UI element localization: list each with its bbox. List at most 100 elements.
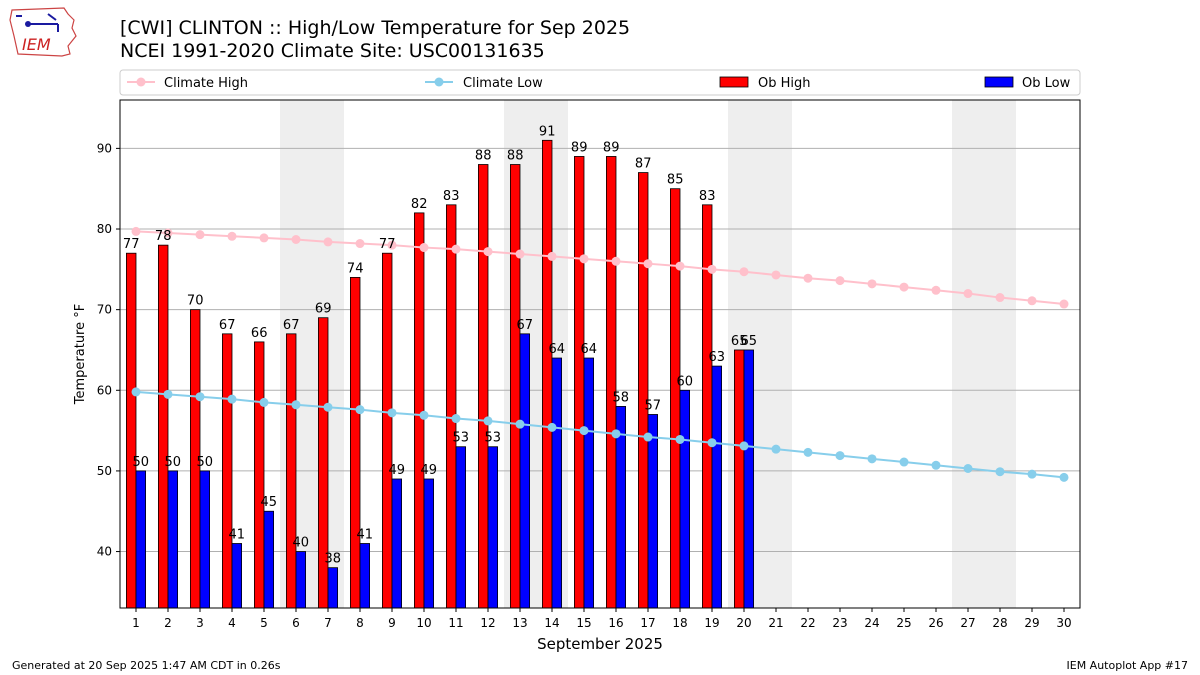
app-credit: IEM Autoplot App #17	[1066, 659, 1189, 672]
ob-low-bar	[231, 543, 243, 609]
ob-low-bar	[455, 446, 467, 609]
climate-high-point	[675, 261, 685, 271]
y-axis-label: Temperature °F	[73, 304, 88, 405]
ob-high-label: 78	[155, 229, 172, 244]
legend-ob-low-label: Ob Low	[1022, 76, 1071, 91]
climate-low-point	[227, 394, 237, 404]
climate-low-point	[835, 451, 845, 461]
ob-high-label: 69	[315, 302, 332, 317]
x-tick-label: 22	[800, 616, 815, 630]
legend-ob-high-label: Ob High	[758, 76, 811, 91]
climate-high-point	[611, 256, 621, 266]
x-tick-label: 1	[132, 616, 140, 630]
x-tick-label: 20	[736, 616, 751, 630]
x-tick-label: 9	[388, 616, 396, 630]
climate-low-point	[579, 426, 589, 436]
climate-high-point	[803, 273, 813, 283]
ob-low-bar	[743, 349, 755, 609]
x-tick-label: 21	[768, 616, 783, 630]
ob-high-bar	[477, 164, 489, 609]
ob-low-label: 58	[613, 390, 630, 405]
ob-high-label: 67	[219, 318, 236, 333]
climate-low-point	[291, 400, 301, 410]
y-tick-label: 80	[97, 222, 112, 236]
climate-high-point	[131, 226, 141, 236]
x-tick-label: 12	[480, 616, 495, 630]
x-tick-label: 6	[292, 616, 300, 630]
climate-high-point	[259, 233, 269, 243]
climate-low-point	[259, 397, 269, 407]
x-tick-label: 29	[1024, 616, 1039, 630]
ob-low-label: 65	[741, 334, 758, 349]
ob-high-bar	[606, 156, 617, 609]
climate-high-point	[291, 234, 301, 244]
bar-series	[126, 139, 755, 609]
ob-high-label: 83	[443, 189, 460, 204]
climate-low-point	[419, 410, 429, 420]
ob-low-bar	[167, 470, 179, 609]
climate-high-point	[963, 289, 973, 299]
climate-low-point	[131, 387, 141, 397]
ob-high-label: 85	[667, 173, 684, 188]
y-axis: 40 50 60 70 80 90	[97, 141, 120, 559]
legend-climate-low-marker	[434, 77, 444, 87]
climate-high-point	[579, 254, 589, 264]
ob-high-label: 88	[475, 149, 492, 164]
climate-high-point	[419, 243, 429, 253]
legend: Climate High Climate Low Ob High Ob Low	[119, 69, 1081, 96]
x-tick-label: 30	[1056, 616, 1071, 630]
ob-high-label: 82	[411, 197, 428, 212]
ob-high-label: 67	[283, 318, 300, 333]
ob-low-bar	[359, 543, 371, 609]
climate-high-point	[931, 285, 941, 295]
ob-low-label: 50	[197, 455, 214, 470]
climate-high-point	[227, 231, 237, 241]
climate-high-point	[643, 259, 653, 269]
y-tick-label: 70	[97, 303, 112, 317]
weekend-band	[952, 100, 1016, 608]
climate-low-line	[135, 390, 1065, 479]
x-axis-label: September 2025	[537, 635, 663, 653]
x-tick-label: 28	[992, 616, 1007, 630]
x-tick-label: 5	[260, 616, 268, 630]
ob-low-label: 67	[517, 318, 534, 333]
ob-low-bar	[135, 470, 147, 609]
chart-title: [CWI] CLINTON :: High/Low Temperature fo…	[120, 17, 631, 39]
climate-high-point	[995, 293, 1005, 303]
ob-high-label: 65	[731, 334, 748, 349]
climate-low-point	[707, 438, 717, 448]
ob-low-label: 38	[325, 552, 342, 567]
ob-high-bar	[381, 252, 393, 609]
ob-high-bar	[445, 204, 457, 609]
climate-high-point	[867, 279, 877, 289]
climate-low-point	[739, 441, 749, 451]
climate-low-point	[899, 457, 909, 467]
ob-low-bar	[263, 510, 275, 609]
ob-low-label: 57	[645, 398, 662, 413]
plot-frame	[119, 99, 1081, 609]
x-tick-label: 7	[324, 616, 332, 630]
ob-high-bar	[157, 244, 169, 609]
climate-high-line	[135, 230, 1065, 306]
x-tick-label: 23	[832, 616, 847, 630]
ob-low-bar	[647, 414, 659, 609]
climate-high-point	[451, 244, 461, 254]
y-tick-label: 40	[97, 545, 112, 559]
chart-subtitle: NCEI 1991-2020 Climate Site: USC00131635	[120, 40, 545, 62]
climate-high-point	[739, 267, 749, 277]
ob-low-bar	[711, 365, 723, 609]
x-tick-label: 13	[512, 616, 527, 630]
ob-low-label: 41	[357, 527, 374, 542]
ob-low-label: 60	[677, 374, 694, 389]
climate-lines	[131, 226, 1069, 482]
x-tick-label: 18	[672, 616, 687, 630]
ob-low-label: 50	[165, 455, 182, 470]
ob-high-label: 74	[347, 261, 364, 276]
climate-high-point	[355, 239, 365, 249]
y-tick-label: 50	[97, 464, 112, 478]
ob-high-label: 77	[123, 237, 140, 252]
ob-high-label: 77	[379, 237, 396, 252]
ob-low-bar	[423, 478, 435, 609]
ob-high-bar	[734, 349, 745, 609]
